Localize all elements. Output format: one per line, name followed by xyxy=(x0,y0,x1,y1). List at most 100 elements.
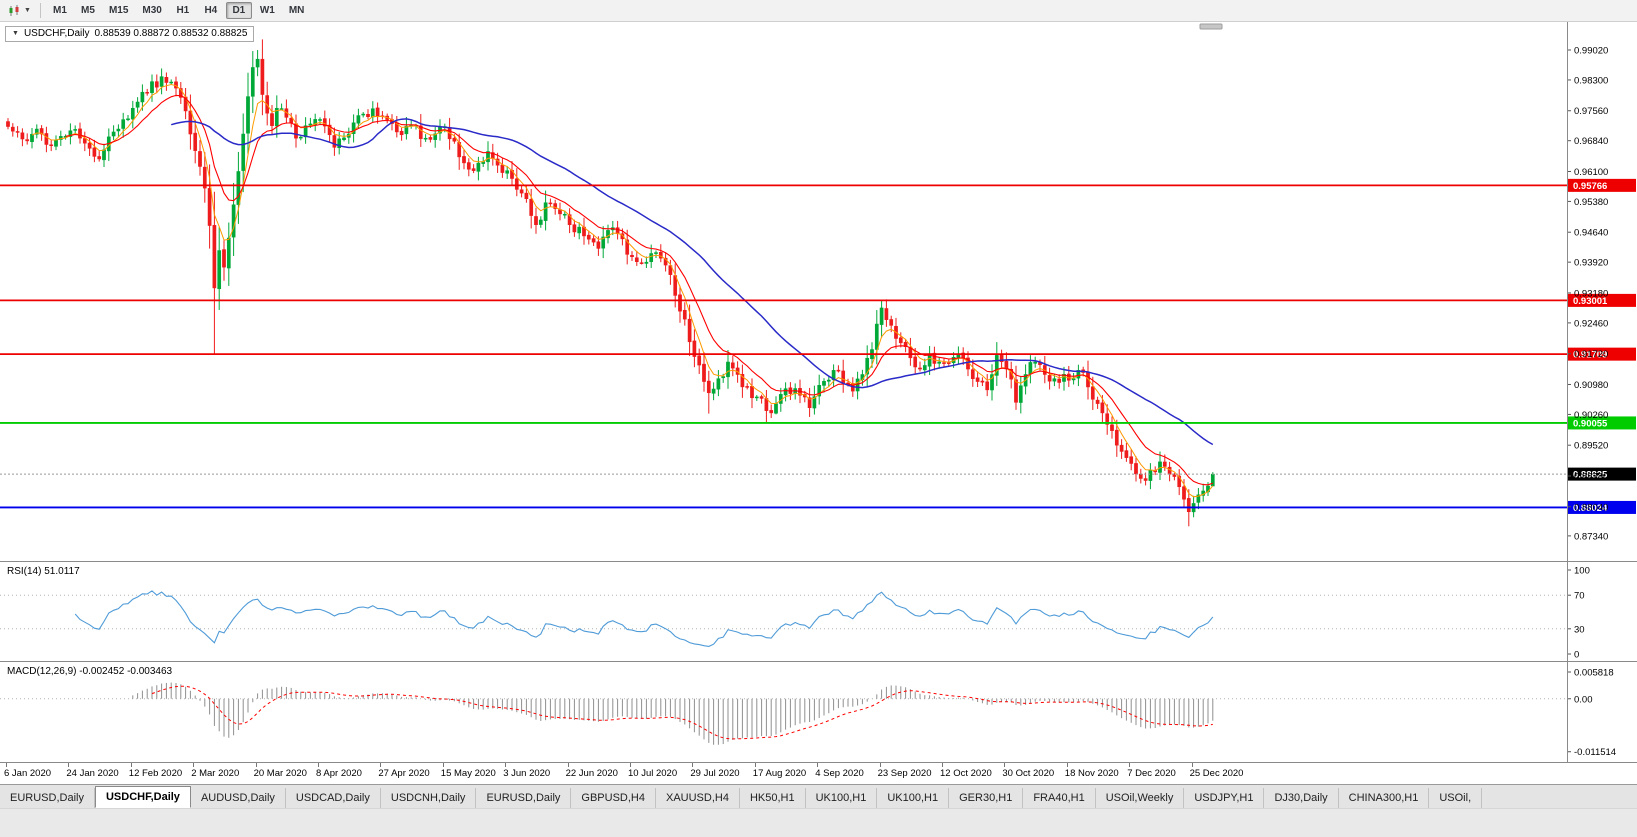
macd-axis[interactable]: 0.005818 0.00 -0.011514 xyxy=(1567,662,1617,762)
date-tick xyxy=(1066,763,1068,767)
tab-gbpusd-h4[interactable]: GBPUSD,H4 xyxy=(571,788,656,808)
svg-text:0.98300: 0.98300 xyxy=(1574,75,1608,86)
svg-text:0.88780: 0.88780 xyxy=(1574,471,1608,482)
tab-dj30-daily[interactable]: DJ30,Daily xyxy=(1264,788,1339,808)
svg-text:0.94640: 0.94640 xyxy=(1574,228,1608,239)
tab-uk100-h1[interactable]: UK100,H1 xyxy=(805,788,878,808)
tab-usdchf-daily[interactable]: USDCHF,Daily xyxy=(94,786,191,808)
tab-uk100-h1[interactable]: UK100,H1 xyxy=(877,788,950,808)
tab-usoil-[interactable]: USOil, xyxy=(1429,788,1483,808)
tab-usdcnh-daily[interactable]: USDCNH,Daily xyxy=(380,788,477,808)
ma-ema-12-line xyxy=(65,94,1213,486)
date-tick xyxy=(692,763,694,767)
date-tick xyxy=(130,763,132,767)
svg-text:0.87340: 0.87340 xyxy=(1574,531,1608,542)
candles-series xyxy=(6,39,1215,527)
tab-fra40-h1[interactable]: FRA40,H1 xyxy=(1023,788,1096,808)
svg-text:0.99020: 0.99020 xyxy=(1574,46,1608,57)
chart-title-box[interactable]: ▼ USDCHF,Daily 0.88539 0.88872 0.88532 0… xyxy=(5,26,255,42)
chart-symbol-label: USDCHF,Daily xyxy=(23,28,90,39)
svg-text:0.92460: 0.92460 xyxy=(1574,318,1608,329)
date-label: 27 Apr 2020 xyxy=(378,768,430,779)
timeframe-buttons-group: M1 M5 M15 M30 H1 H4 D1 W1 MN xyxy=(46,2,311,19)
date-label: 12 Feb 2020 xyxy=(128,768,183,779)
date-tick xyxy=(68,763,70,767)
date-tick xyxy=(1004,763,1006,767)
svg-text:0.90260: 0.90260 xyxy=(1574,410,1608,421)
timeframe-toolbar: ▼ M1 M5 M15 M30 H1 H4 D1 W1 MN xyxy=(0,0,1637,22)
date-tick xyxy=(318,763,319,767)
tab-eurusd-daily[interactable]: EURUSD,Daily xyxy=(0,788,95,808)
macd-main-value: -0.002452 xyxy=(79,666,125,677)
date-label: 10 Jul 2020 xyxy=(628,768,678,779)
date-tick xyxy=(1129,763,1131,767)
date-tick xyxy=(442,763,444,767)
svg-text:0.89520: 0.89520 xyxy=(1574,441,1608,452)
rsi-line xyxy=(74,590,1214,647)
date-label: 29 Jul 2020 xyxy=(690,768,740,779)
timeframe-w1[interactable]: W1 xyxy=(259,5,275,16)
date-label: 4 Sep 2020 xyxy=(815,768,864,779)
svg-text:0.96100: 0.96100 xyxy=(1574,167,1608,178)
macd-signal-value: -0.003463 xyxy=(127,666,173,677)
timeframe-m15[interactable]: M15 xyxy=(108,5,129,16)
chart-type-button[interactable]: ▼ xyxy=(4,3,35,19)
svg-text:0: 0 xyxy=(1574,650,1579,661)
candlestick-chart-icon xyxy=(9,4,19,16)
svg-text:0.00: 0.00 xyxy=(1574,694,1593,705)
rsi-axis[interactable]: 100 70 30 0 xyxy=(1567,562,1590,662)
timeframe-h1[interactable]: H1 xyxy=(176,5,190,16)
date-tick xyxy=(567,763,569,767)
date-label: 22 Jun 2020 xyxy=(565,768,618,779)
date-tick xyxy=(380,763,382,767)
date-tick xyxy=(879,763,881,767)
ma-sma-34-line xyxy=(171,118,1214,446)
date-tick xyxy=(505,763,507,767)
price-axis[interactable]: 0.99020 0.98300 0.97560 0.96840 0.96100 0.953… xyxy=(0,22,1637,562)
date-axis[interactable]: 6 Jan 2020 24 Jan 2020 12 Feb 2020 2 Mar 20… xyxy=(0,762,1637,784)
date-label: 12 Oct 2020 xyxy=(940,768,992,779)
tab-china300-h1[interactable]: CHINA300,H1 xyxy=(1338,788,1430,808)
tab-usdjpy-h1[interactable]: USDJPY,H1 xyxy=(1184,788,1265,808)
rsi-name: RSI(14) xyxy=(7,566,42,577)
timeframe-mn[interactable]: MN xyxy=(288,5,305,16)
support-line-0.90055[interactable]: 0.90055 xyxy=(0,416,1636,430)
svg-text:100: 100 xyxy=(1574,566,1590,577)
date-tick xyxy=(193,763,195,767)
chart-menu-icon: ▼ xyxy=(12,30,19,37)
date-label: 30 Oct 2020 xyxy=(1002,768,1055,779)
resistance-line-0.93001[interactable]: 0.93001 xyxy=(0,293,1636,307)
main-price-chart[interactable]: 0.95766 0.93001 0.91709 0.90055 0.88024 0.888… xyxy=(0,22,1637,562)
svg-text:0.91720: 0.91720 xyxy=(1574,349,1608,360)
date-tick xyxy=(630,763,631,767)
svg-text:0.88825: 0.88825 xyxy=(1573,470,1608,481)
date-label: 3 Jun 2020 xyxy=(503,768,551,779)
timeframe-m1[interactable]: M1 xyxy=(52,5,67,16)
support-line-0.88024[interactable]: 0.88024 xyxy=(0,500,1636,514)
tab-xauusd-h4[interactable]: XAUUSD,H4 xyxy=(655,788,740,808)
tab-audusd-daily[interactable]: AUDUSD,Daily xyxy=(190,788,286,808)
ma-ema-5-line xyxy=(31,83,1214,498)
tab-ger30-h1[interactable]: GER30,H1 xyxy=(949,788,1024,808)
resistance-line-0.91709[interactable]: 0.91709 xyxy=(0,347,1636,361)
timeframe-m5[interactable]: M5 xyxy=(80,5,95,16)
svg-text:30: 30 xyxy=(1574,624,1585,635)
chart-scrollbar-thumb[interactable] xyxy=(1199,23,1223,30)
date-label: 24 Jan 2020 xyxy=(66,768,119,779)
tab-usoil-weekly[interactable]: USOil,Weekly xyxy=(1095,788,1185,808)
resistance-line-0.95766[interactable]: 0.95766 xyxy=(0,178,1636,192)
bottom-filler xyxy=(0,808,1637,837)
tab-usdcad-daily[interactable]: USDCAD,Daily xyxy=(285,788,381,808)
timeframe-d1[interactable]: D1 xyxy=(225,2,252,19)
tab-hk50-h1[interactable]: HK50,H1 xyxy=(739,788,806,808)
current-price-line: 0.88825 xyxy=(0,467,1636,481)
timeframe-h4[interactable]: H4 xyxy=(204,5,218,16)
timeframe-m30[interactable]: M30 xyxy=(142,5,162,16)
tab-eurusd-daily[interactable]: EURUSD,Daily xyxy=(476,788,572,808)
rsi-value: 51.0117 xyxy=(44,566,80,577)
svg-text:0.88040: 0.88040 xyxy=(1574,502,1608,513)
svg-text:0.93920: 0.93920 xyxy=(1574,258,1608,269)
toolbar-separator xyxy=(39,3,41,18)
macd-indicator-panel[interactable]: 0.005818 0.00 -0.011514 xyxy=(0,662,1637,762)
rsi-indicator-panel[interactable]: 100 70 30 0 xyxy=(0,562,1637,662)
